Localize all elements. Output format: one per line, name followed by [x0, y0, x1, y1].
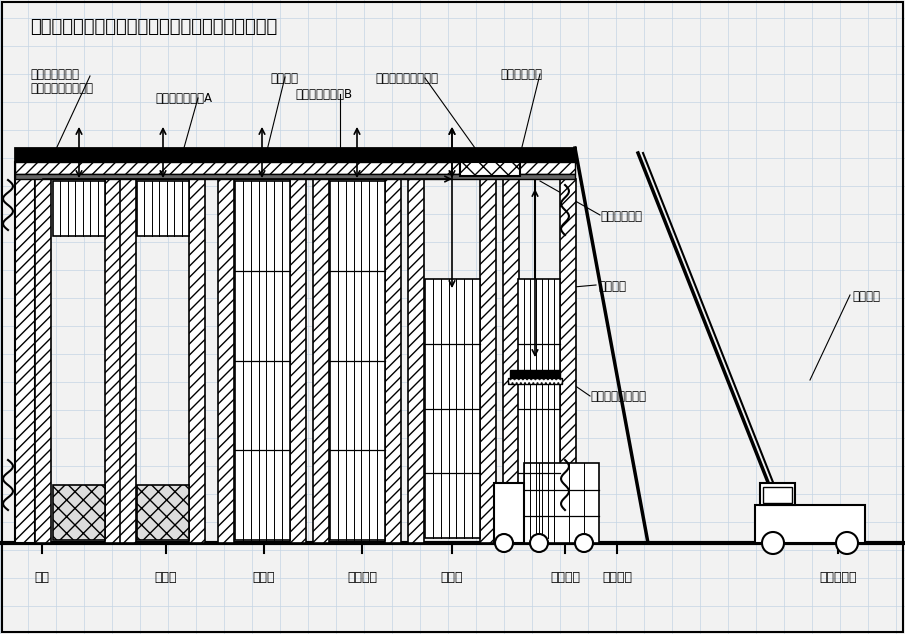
Text: トラック: トラック: [550, 571, 580, 584]
Bar: [53, 181, 105, 236]
Text: コンテナハウスB: コンテナハウスB: [295, 88, 352, 101]
Text: 垂直方向: 垂直方向: [598, 280, 626, 293]
Bar: [189, 179, 205, 543]
Text: コンテナ: コンテナ: [602, 571, 632, 584]
Bar: [137, 181, 189, 236]
Bar: [137, 485, 189, 540]
Bar: [53, 485, 105, 540]
Circle shape: [495, 534, 513, 552]
Text: クレーン車: クレーン車: [819, 571, 857, 584]
Bar: [408, 179, 424, 543]
Bar: [15, 162, 575, 174]
Text: 水平方向: 水平方向: [270, 72, 298, 85]
Bar: [480, 179, 496, 543]
Text: 水平スライドレール: 水平スライドレール: [375, 72, 438, 85]
Text: 立体コンテナ格納庫型津波避難タワーの断面構成図: 立体コンテナ格納庫型津波避難タワーの断面構成図: [30, 18, 277, 36]
Bar: [330, 181, 385, 540]
Text: コンテナ船式の: コンテナ船式の: [30, 68, 79, 81]
Bar: [218, 179, 234, 543]
Text: コンテナ格納機構部: コンテナ格納機構部: [30, 82, 93, 95]
Bar: [105, 179, 121, 543]
Bar: [290, 179, 306, 543]
Circle shape: [530, 534, 548, 552]
Circle shape: [836, 532, 858, 554]
Circle shape: [575, 534, 593, 552]
Text: 道の駅: 道の駅: [252, 571, 275, 584]
Bar: [35, 179, 51, 543]
Bar: [235, 181, 290, 540]
Text: 診療所: 診療所: [441, 571, 463, 584]
Bar: [560, 179, 576, 543]
Text: 閉鎖扉: 閉鎖扉: [155, 571, 177, 584]
Bar: [313, 179, 329, 543]
Bar: [120, 179, 136, 543]
Bar: [15, 148, 575, 162]
Bar: [385, 179, 401, 543]
Bar: [755, 505, 865, 543]
Text: コンテナ脱着装置: コンテナ脱着装置: [590, 390, 646, 403]
Bar: [15, 162, 35, 543]
Text: クレーン: クレーン: [852, 290, 880, 303]
Text: 巻き上げ装置: 巻き上げ装置: [600, 210, 642, 223]
Bar: [510, 370, 560, 378]
Bar: [508, 378, 562, 384]
Text: 地面: 地面: [34, 571, 50, 584]
Bar: [760, 483, 795, 505]
Bar: [15, 174, 575, 179]
Bar: [425, 279, 480, 538]
Bar: [494, 483, 524, 543]
Bar: [503, 179, 519, 543]
Bar: [763, 487, 792, 503]
Circle shape: [762, 532, 784, 554]
Text: タワーの屋根: タワーの屋根: [500, 68, 542, 81]
Bar: [518, 279, 560, 538]
Text: コンテナハウスA: コンテナハウスA: [155, 92, 212, 105]
Bar: [524, 463, 599, 543]
Text: コンビニ: コンビニ: [347, 571, 377, 584]
Bar: [460, 162, 520, 176]
